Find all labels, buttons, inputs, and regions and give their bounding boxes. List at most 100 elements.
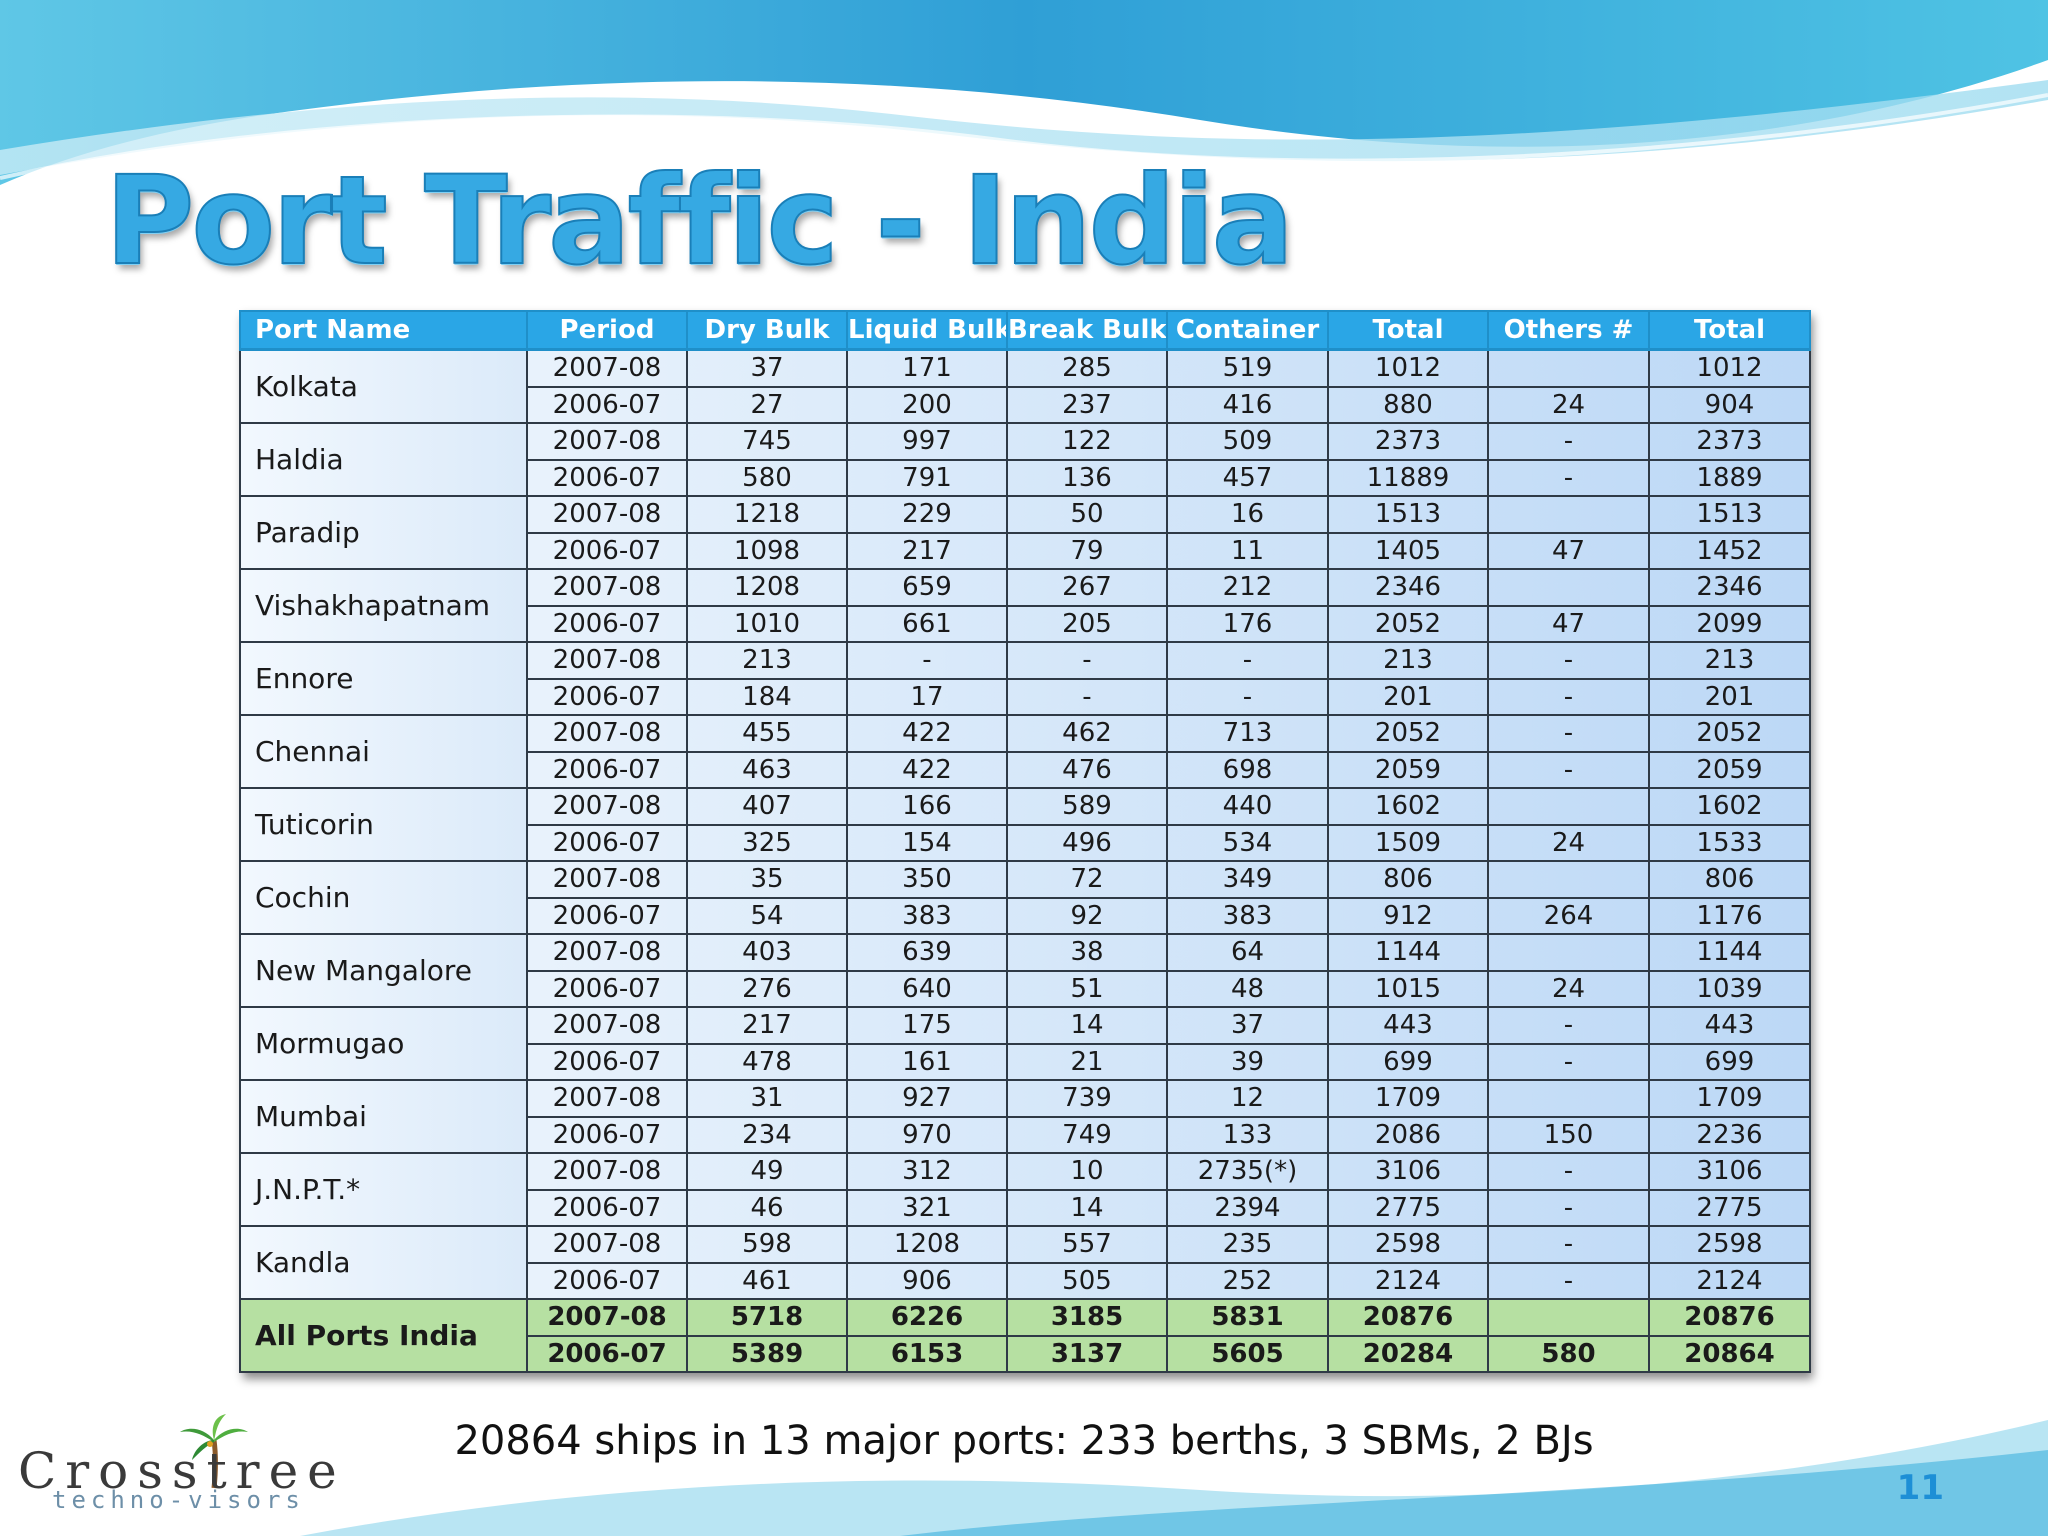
container-cell: - xyxy=(1166,677,1329,716)
liquid-bulk-cell: 229 xyxy=(846,495,1008,534)
dry-bulk-cell: 1218 xyxy=(686,495,848,534)
grand-total-cell: 3106 xyxy=(1648,1152,1811,1191)
container-cell: 16 xyxy=(1166,495,1329,534)
table-row: 2006-07 276 640 51 48 1015 24 1039 xyxy=(240,969,1811,1008)
break-bulk-cell: 79 xyxy=(1006,531,1168,570)
total-cell: 2373 xyxy=(1327,422,1489,461)
port-traffic-table-container: Port Name Period Dry Bulk Liquid Bulk Br… xyxy=(239,310,1811,1373)
container-cell: 2394 xyxy=(1166,1188,1329,1227)
header-others: Others # xyxy=(1487,310,1650,351)
port-name-cell: Mormugao xyxy=(239,1006,528,1081)
liquid-bulk-cell: 217 xyxy=(846,531,1008,570)
grand-total-cell: 20876 xyxy=(1648,1298,1811,1337)
liquid-bulk-cell: 640 xyxy=(846,969,1008,1008)
dry-bulk-cell: 5718 xyxy=(686,1298,848,1337)
period-cell: 2007-08 xyxy=(526,1079,688,1118)
period-cell: 2007-08 xyxy=(526,1298,688,1337)
grand-total-cell: 2598 xyxy=(1648,1225,1811,1264)
table-row: 2006-07 325 154 496 534 1509 24 1533 xyxy=(240,823,1811,862)
liquid-bulk-cell: 17 xyxy=(846,677,1008,716)
liquid-bulk-cell: 171 xyxy=(846,348,1008,388)
grand-total-cell: 2059 xyxy=(1648,750,1811,789)
total-cell: 1709 xyxy=(1327,1079,1489,1118)
others-cell: 24 xyxy=(1487,385,1650,424)
dry-bulk-cell: 46 xyxy=(686,1188,848,1227)
break-bulk-cell: 21 xyxy=(1006,1042,1168,1081)
period-cell: 2007-08 xyxy=(526,568,688,607)
break-bulk-cell: 205 xyxy=(1006,604,1168,643)
total-cell: 2124 xyxy=(1327,1261,1489,1300)
dry-bulk-cell: 213 xyxy=(686,641,848,680)
table-body: Kolkata 2007-08 37 171 285 519 1012 1012 2006-07… xyxy=(239,348,1811,1373)
table-row: Vishakhapatnam 2007-08 1208 659 267 212 2346 23… xyxy=(239,568,1811,643)
table-row: Mumbai 2007-08 31 927 739 12 1709 1709 xyxy=(239,1079,1811,1154)
dry-bulk-cell: 403 xyxy=(686,933,848,972)
others-cell: 24 xyxy=(1487,823,1650,862)
period-cell: 2006-07 xyxy=(526,604,688,643)
slide-title: Port Traffic - India xyxy=(104,150,1295,292)
period-cell: 2006-07 xyxy=(526,896,688,935)
break-bulk-cell: 557 xyxy=(1006,1225,1168,1264)
period-cell: 2006-07 xyxy=(526,1188,688,1227)
others-cell xyxy=(1487,787,1650,826)
others-cell: 24 xyxy=(1487,969,1650,1008)
liquid-bulk-cell: 422 xyxy=(846,714,1008,753)
table-row: 2006-07 1098 217 79 11 1405 47 1452 xyxy=(240,531,1811,570)
liquid-bulk-cell: 906 xyxy=(846,1261,1008,1300)
liquid-bulk-cell: 661 xyxy=(846,604,1008,643)
period-cell: 2007-08 xyxy=(526,495,688,534)
total-cell: 2346 xyxy=(1327,568,1489,607)
liquid-bulk-cell: 200 xyxy=(846,385,1008,424)
total-cell: 2052 xyxy=(1327,604,1489,643)
others-cell xyxy=(1487,933,1650,972)
dry-bulk-cell: 463 xyxy=(686,750,848,789)
dry-bulk-cell: 49 xyxy=(686,1152,848,1191)
table-row: Kandla 2007-08 598 1208 557 235 2598-2598 xyxy=(239,1225,1811,1300)
total-cell: 2598 xyxy=(1327,1225,1489,1264)
total-cell: 1405 xyxy=(1327,531,1489,570)
period-cell: 2006-07 xyxy=(526,969,688,1008)
others-cell xyxy=(1487,1079,1650,1118)
grand-total-cell: 2236 xyxy=(1648,1115,1811,1154)
period-cell: 2007-08 xyxy=(526,787,688,826)
container-cell: - xyxy=(1166,641,1329,680)
others-cell: 47 xyxy=(1487,604,1650,643)
total-cell: 20876 xyxy=(1327,1298,1489,1337)
break-bulk-cell: 739 xyxy=(1006,1079,1168,1118)
others-cell: - xyxy=(1487,1152,1650,1191)
total-cell: 2086 xyxy=(1327,1115,1489,1154)
liquid-bulk-cell: 166 xyxy=(846,787,1008,826)
table-row: Ennore 2007-08 213- - -213-213 xyxy=(239,641,1811,716)
top-wave-light xyxy=(0,80,2048,175)
header-break-bulk: Break Bulk xyxy=(1006,310,1168,351)
container-cell: 5605 xyxy=(1166,1334,1329,1373)
period-cell: 2006-07 xyxy=(526,677,688,716)
liquid-bulk-cell: 659 xyxy=(846,568,1008,607)
table-row: Chennai 2007-08 455 422 462 713 2052-2052 xyxy=(239,714,1811,789)
break-bulk-cell: 50 xyxy=(1006,495,1168,534)
liquid-bulk-cell: 154 xyxy=(846,823,1008,862)
grand-total-cell: 2373 xyxy=(1648,422,1811,461)
dry-bulk-cell: 31 xyxy=(686,1079,848,1118)
container-cell: 713 xyxy=(1166,714,1329,753)
container-cell: 212 xyxy=(1166,568,1329,607)
header-total: Total xyxy=(1327,310,1489,351)
header-period: Period xyxy=(526,310,688,351)
container-cell: 698 xyxy=(1166,750,1329,789)
table-row: Haldia 2007-08 745 997 122 509 2373-2373 xyxy=(239,422,1811,497)
break-bulk-cell: 14 xyxy=(1006,1188,1168,1227)
crosstree-logo: Crosstree techno-visors xyxy=(14,1410,344,1520)
container-cell: 440 xyxy=(1166,787,1329,826)
logo-tagline: techno-visors xyxy=(52,1486,305,1514)
period-cell: 2006-07 xyxy=(526,458,688,497)
others-cell: - xyxy=(1487,677,1650,716)
liquid-bulk-cell: 161 xyxy=(846,1042,1008,1081)
total-cell: 443 xyxy=(1327,1006,1489,1045)
grand-total-cell: 1039 xyxy=(1648,969,1811,1008)
break-bulk-cell: 267 xyxy=(1006,568,1168,607)
period-cell: 2007-08 xyxy=(526,348,688,388)
others-cell xyxy=(1487,348,1650,388)
total-cell: 11889 xyxy=(1327,458,1489,497)
others-cell: - xyxy=(1487,422,1650,461)
grand-total-cell: 2775 xyxy=(1648,1188,1811,1227)
